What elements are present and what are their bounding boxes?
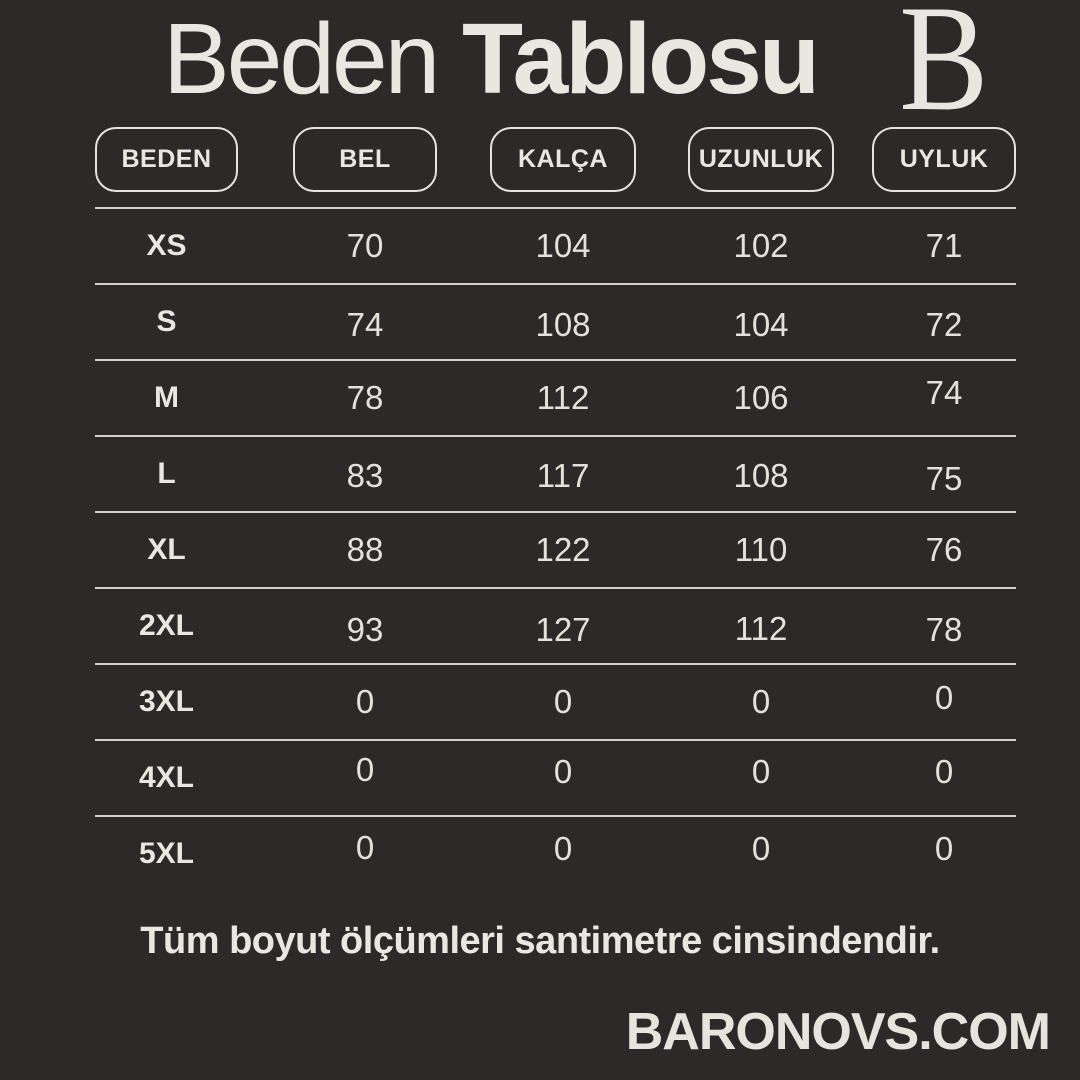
- size-table: XS 70 104 102 71 S 74 108 104 72 M 78 112 106 74 L 83 117…: [95, 207, 1016, 891]
- column-header-label: BEDEN: [121, 145, 212, 173]
- column-header-row: BEDEN BEL KALÇA UZUNLUK UYLUK: [95, 127, 1016, 192]
- measurement-value-cell: 0: [355, 683, 375, 720]
- column-header-pill: UYLUK: [872, 127, 1016, 192]
- table-row: 4XL 0 0 0 0: [95, 739, 1016, 815]
- measurement-value-cell: 102: [733, 227, 789, 264]
- title-bold-part: Tablosu: [462, 3, 820, 115]
- measurement-value-cell: 78: [925, 611, 963, 648]
- measurement-value-cell: 0: [355, 829, 375, 866]
- footer-note: Tüm boyut ölçümleri santimetre cinsinden…: [140, 920, 940, 962]
- measurement-value-cell: 112: [734, 610, 788, 647]
- table-row: M 78 112 106 74: [95, 359, 1016, 435]
- measurement-value-cell: 0: [934, 753, 954, 790]
- measurement-value-cell: 71: [925, 227, 963, 264]
- page-header: Beden Tablosu: [0, 0, 1080, 118]
- measurement-value-cell: 0: [553, 753, 573, 790]
- measurement-value-cell: 112: [536, 379, 590, 416]
- brand-logo-letter: B: [898, 0, 988, 142]
- size-label-cell: 3XL: [138, 685, 195, 718]
- table-row: XS 70 104 102 71: [95, 207, 1016, 283]
- column-header-pill: KALÇA: [490, 127, 636, 192]
- measurement-value-cell: 127: [535, 611, 591, 648]
- measurement-value-cell: 74: [925, 374, 963, 411]
- measurement-value-cell: 0: [751, 683, 771, 720]
- measurement-value-cell: 110: [734, 531, 788, 568]
- table-row: 5XL 0 0 0 0: [95, 815, 1016, 891]
- column-header-label: BEL: [339, 145, 391, 173]
- measurement-value-cell: 104: [733, 306, 789, 343]
- size-label-cell: 5XL: [138, 837, 195, 870]
- column-header-label: UYLUK: [899, 145, 989, 173]
- measurement-value-cell: 122: [535, 531, 591, 568]
- measurement-value-cell: 74: [346, 306, 384, 343]
- title-space: [437, 3, 462, 115]
- column-header-label: UZUNLUK: [698, 145, 824, 173]
- measurement-value-cell: 93: [346, 611, 384, 648]
- size-label-cell: XS: [146, 229, 187, 262]
- measurement-value-cell: 88: [346, 531, 384, 568]
- measurement-value-cell: 0: [553, 830, 573, 867]
- measurement-value-cell: 83: [346, 457, 384, 494]
- table-row: XL 88 122 110 76: [95, 511, 1016, 587]
- size-label-cell: 4XL: [138, 761, 195, 794]
- size-label-cell: M: [154, 381, 179, 414]
- measurement-value-cell: 108: [535, 306, 591, 343]
- table-row: 3XL 0 0 0 0: [95, 663, 1016, 739]
- column-header-pill: UZUNLUK: [688, 127, 834, 192]
- measurement-value-cell: 75: [925, 460, 963, 497]
- measurement-value-cell: 72: [925, 306, 963, 343]
- measurement-value-cell: 0: [934, 830, 954, 867]
- website-url: BARONOVS.COM: [625, 1003, 1051, 1061]
- column-header-pill: BEDEN: [95, 127, 238, 192]
- measurement-value-cell: 104: [535, 227, 591, 264]
- measurement-value-cell: 0: [751, 753, 771, 790]
- measurement-value-cell: 0: [355, 751, 375, 788]
- size-label-cell: XL: [147, 533, 186, 566]
- measurement-value-cell: 76: [925, 531, 963, 568]
- measurement-value-cell: 0: [751, 830, 771, 867]
- measurement-value-cell: 106: [733, 379, 789, 416]
- table-row: 2XL 93 127 112 78: [95, 587, 1016, 663]
- title-regular-part: Beden: [163, 3, 440, 115]
- size-label-cell: S: [156, 305, 177, 338]
- table-row: S 74 108 104 72: [95, 283, 1016, 359]
- measurement-value-cell: 70: [346, 227, 384, 264]
- size-label-cell: L: [157, 457, 176, 490]
- column-header-pill: BEL: [293, 127, 437, 192]
- measurement-value-cell: 108: [733, 457, 789, 494]
- measurement-value-cell: 117: [536, 457, 590, 494]
- table-row: L 83 117 108 75: [95, 435, 1016, 511]
- size-label-cell: 2XL: [138, 609, 195, 642]
- page-title: Beden Tablosu: [0, 0, 980, 118]
- measurement-value-cell: 0: [934, 679, 954, 716]
- column-header-label: KALÇA: [518, 145, 608, 173]
- measurement-value-cell: 0: [553, 683, 573, 720]
- measurement-value-cell: 78: [346, 379, 384, 416]
